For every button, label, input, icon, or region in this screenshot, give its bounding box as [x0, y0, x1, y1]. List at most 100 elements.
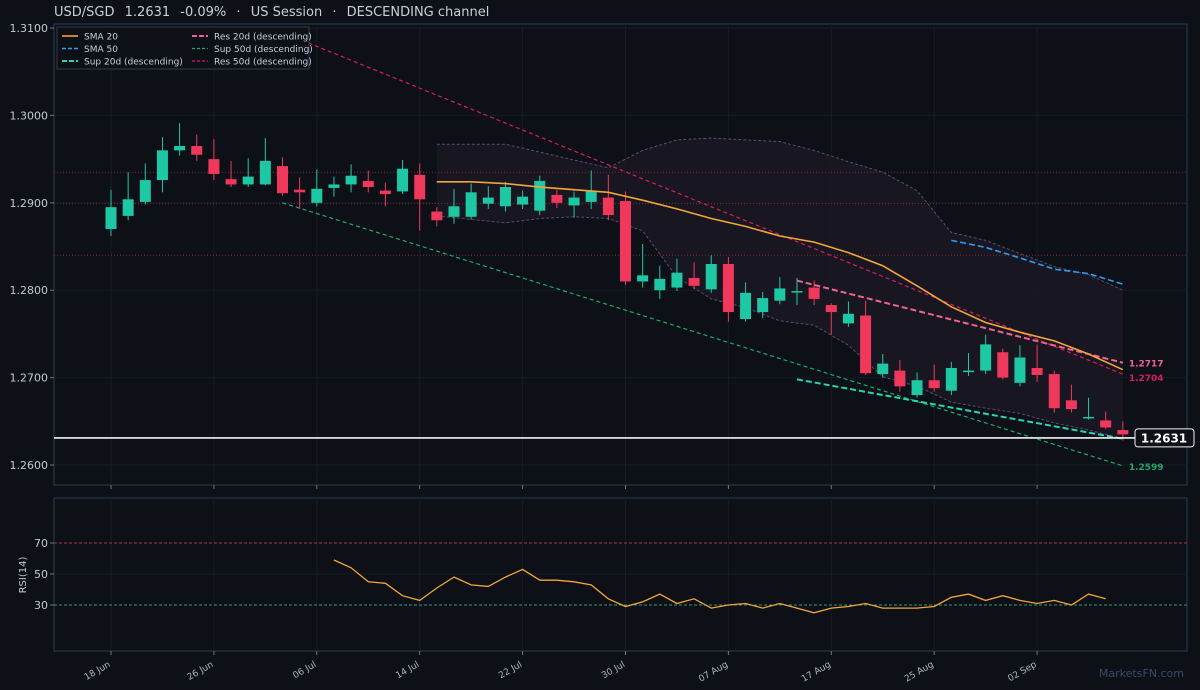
candle-body [620, 201, 631, 282]
candle-body [568, 197, 580, 206]
y-tick-label: 1.2800 [10, 284, 49, 297]
rsi-y-tick-label: 70 [34, 537, 48, 550]
symbol-label: USD/SGD [54, 5, 115, 20]
y-tick-label: 1.3000 [10, 109, 49, 122]
candle-body [860, 315, 872, 374]
candle-body [362, 180, 374, 188]
candle-body [517, 196, 529, 205]
separator: · [332, 5, 337, 20]
x-tick-label: 30 Jul [600, 660, 627, 681]
candle-body [585, 191, 597, 202]
candle-body [722, 263, 734, 313]
y-tick-label: 1.2700 [10, 372, 49, 385]
candle-body [208, 159, 220, 174]
candle-body [174, 145, 186, 151]
rsi-y-tick-label: 50 [34, 568, 48, 581]
candle-body [225, 179, 237, 185]
candle-body [259, 160, 271, 185]
candle-body [311, 188, 323, 203]
candle-body [877, 363, 889, 375]
watermark: MarketsFN.com [1098, 667, 1184, 680]
candle-body [551, 194, 563, 203]
x-tick-label: 25 Aug [903, 660, 936, 685]
candle-body [774, 288, 786, 301]
candle-body [1014, 357, 1026, 383]
trendline-label: 1.2717 [1129, 360, 1164, 370]
trendline-label: 1.2704 [1129, 374, 1164, 384]
candle-body [945, 367, 957, 391]
candle-body [414, 174, 426, 200]
trendline-label: 1.2599 [1129, 463, 1164, 473]
candle-body [791, 291, 803, 293]
chart-header: USD/SGD 1.2631 -0.09% · US Session · DES… [54, 5, 495, 20]
last-price-badge [1134, 428, 1195, 448]
last-price-label: 1.2631 [1141, 431, 1187, 445]
channel-label: DESCENDING channel [346, 5, 490, 20]
candle-body [156, 150, 168, 181]
rsi-y-tick-label: 30 [34, 599, 48, 612]
x-tick-label: 07 Aug [697, 660, 730, 685]
sma50-line [951, 239, 1124, 285]
candle-body [1117, 430, 1129, 435]
rsi-line [333, 559, 1106, 614]
candle-body [431, 211, 443, 221]
candle-body [482, 197, 494, 204]
candle-body [980, 344, 992, 371]
candle-body [842, 313, 854, 324]
x-tick-label: 26 Jun [186, 660, 216, 683]
candle-body [277, 166, 288, 194]
legend-label: Res 20d (descending) [214, 33, 312, 43]
separator: · [236, 5, 241, 20]
y-tick-label: 1.3100 [10, 22, 49, 35]
x-tick-label: 22 Jul [497, 660, 524, 681]
candle-body [139, 180, 151, 202]
x-tick-label: 17 Aug [800, 660, 833, 685]
candle-body [928, 380, 940, 389]
candle-body [499, 187, 511, 207]
candle-body [122, 199, 134, 216]
candle-body [1031, 367, 1043, 375]
x-tick-label: 14 Jul [394, 660, 421, 681]
candle-body [242, 176, 254, 185]
price-label: 1.2631 [124, 5, 171, 20]
candle-body [448, 206, 460, 217]
trendline [796, 279, 1124, 364]
candle-body [654, 278, 666, 291]
rsi-axis-label: RSI(14) [18, 557, 29, 594]
legend-label: Res 50d (descending) [214, 58, 312, 68]
candle-body [1100, 420, 1112, 428]
candle-body [1083, 416, 1095, 419]
y-tick-label: 1.2900 [10, 197, 49, 210]
candle-body [345, 175, 357, 185]
candle-body [397, 168, 409, 192]
candle-body [911, 380, 923, 396]
x-tick-label: 02 Sep [1007, 660, 1039, 684]
candle-body [688, 277, 700, 286]
candle-body [191, 145, 203, 155]
candle-body [1065, 400, 1077, 410]
x-tick-label: 18 Jun [83, 660, 113, 683]
candle-body [963, 370, 974, 373]
candle-body [705, 263, 717, 290]
candle-body [894, 370, 906, 387]
candle-body [997, 352, 1009, 378]
candle-body [757, 298, 769, 313]
legend-label: Sup 20d (descending) [84, 58, 183, 68]
candle-body [294, 189, 306, 193]
candle-body [379, 190, 391, 195]
session-label: US Session [250, 5, 323, 20]
candle-body [825, 305, 837, 313]
bollinger-upper [436, 137, 1124, 291]
legend-label: Sup 50d (descending) [214, 45, 313, 55]
candle-body [808, 287, 820, 299]
candle-body [105, 207, 117, 230]
bollinger-lower [436, 215, 1123, 440]
candle-body [465, 192, 477, 217]
sma20-line [436, 181, 1124, 371]
y-tick-label: 1.2600 [10, 459, 49, 472]
legend-label: SMA 20 [84, 33, 118, 43]
legend-label: SMA 50 [84, 45, 118, 55]
candle-body [671, 272, 683, 288]
